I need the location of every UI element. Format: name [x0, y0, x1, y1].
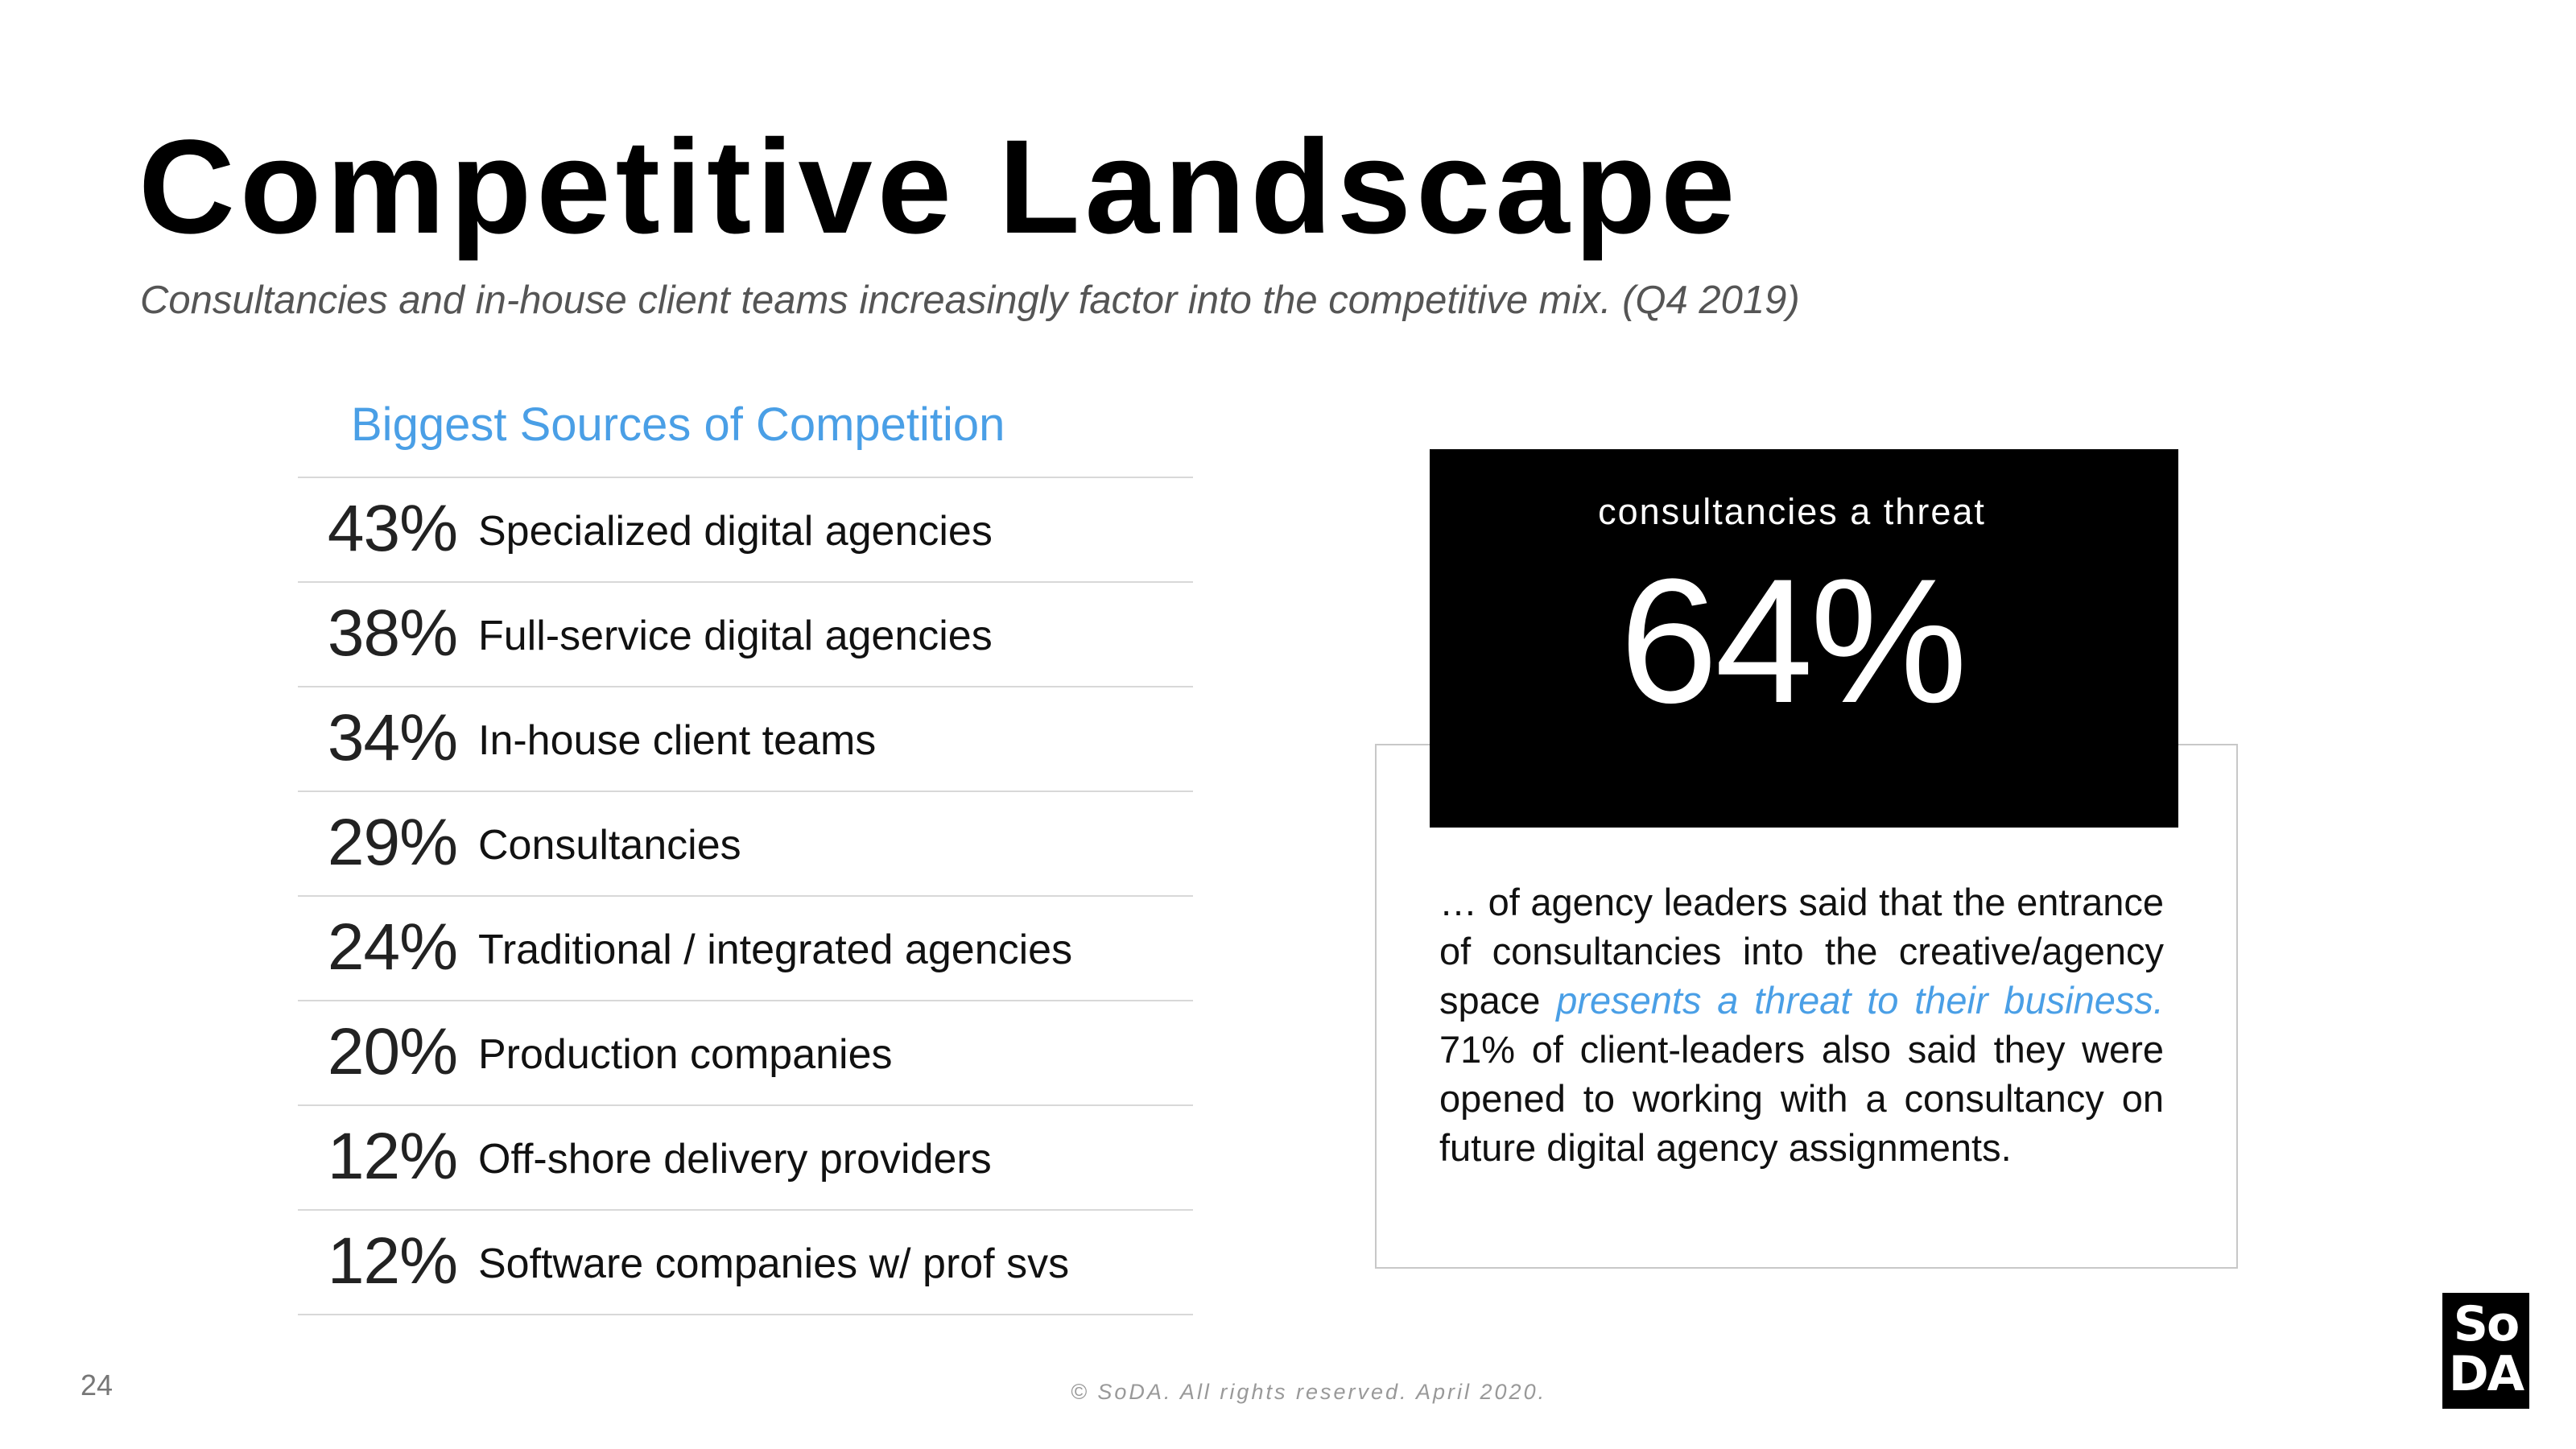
item-label: Production companies	[478, 1031, 893, 1078]
competition-heading: Biggest Sources of Competition	[351, 398, 1005, 451]
callout-text-part2: 71% of client-leaders also said they wer…	[1439, 1028, 2164, 1169]
item-percentage: 38%	[327, 597, 458, 670]
callout-value: 64%	[1619, 542, 1967, 740]
item-percentage: 34%	[327, 701, 458, 774]
callout-text-part1: … of agency leaders said that the entran…	[1439, 881, 2164, 1022]
item-label: Full-service digital agencies	[478, 613, 993, 659]
item-percentage: 29%	[327, 806, 458, 879]
item-label: In-house client teams	[478, 717, 877, 764]
page-subtitle: Consultancies and in-house client teams …	[140, 279, 1800, 322]
list-item: 12% Software companies w/ prof svs	[298, 1209, 1193, 1315]
callout-text: … of agency leaders said that the entran…	[1439, 877, 2164, 1172]
item-label: Consultancies	[478, 822, 741, 869]
callout-stat-box: consultancies a threat 64%	[1430, 449, 2178, 828]
copyright-footer: © SoDA. All rights reserved. April 2020.	[1071, 1380, 1547, 1404]
item-percentage: 24%	[327, 910, 458, 984]
list-item: 20% Production companies	[298, 1000, 1193, 1104]
item-label: Specialized digital agencies	[478, 508, 993, 555]
page-title: Competitive Landscape	[138, 113, 1740, 262]
competition-list: 43% Specialized digital agencies 38% Ful…	[298, 477, 1193, 1315]
list-item: 12% Off-shore delivery providers	[298, 1104, 1193, 1209]
item-percentage: 20%	[327, 1015, 458, 1088]
list-item: 24% Traditional / integrated agencies	[298, 895, 1193, 1000]
soda-logo: So DA	[2442, 1293, 2529, 1409]
list-item: 29% Consultancies	[298, 791, 1193, 895]
logo-line2: DA	[2448, 1346, 2524, 1402]
item-percentage: 12%	[327, 1224, 458, 1298]
item-label: Software companies w/ prof svs	[478, 1241, 1070, 1287]
list-item: 38% Full-service digital agencies	[298, 581, 1193, 686]
list-item: 43% Specialized digital agencies	[298, 477, 1193, 581]
logo-line1: So	[2453, 1296, 2520, 1352]
item-percentage: 12%	[327, 1120, 458, 1193]
item-label: Off-shore delivery providers	[478, 1136, 992, 1183]
item-label: Traditional / integrated agencies	[478, 927, 1073, 973]
page-number: 24	[80, 1368, 114, 1402]
item-percentage: 43%	[327, 492, 458, 565]
callout-caption: consultancies a threat	[1598, 491, 1986, 532]
callout-highlight: presents a threat to their business.	[1556, 979, 2164, 1022]
list-item: 34% In-house client teams	[298, 686, 1193, 791]
